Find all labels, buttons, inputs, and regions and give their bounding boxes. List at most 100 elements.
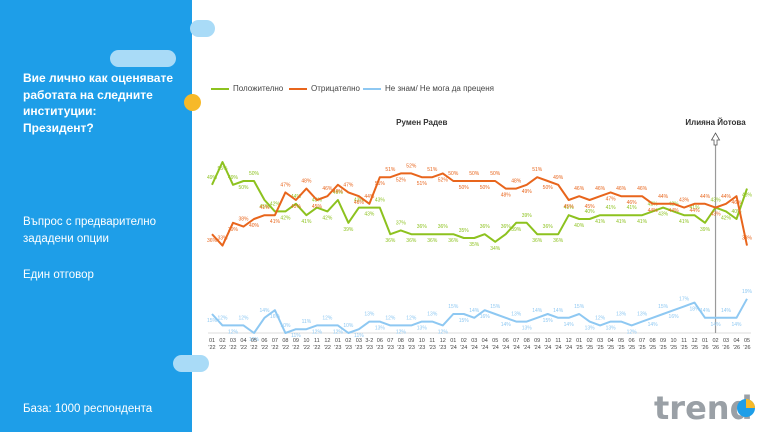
annotation-label: Румен Радев: [396, 118, 447, 127]
x-tick-label: 02: [461, 338, 467, 344]
data-label: 45%: [259, 204, 270, 210]
decor-pill: [110, 50, 176, 67]
data-label: 15%: [207, 318, 218, 324]
data-label: 46%: [354, 200, 365, 206]
x-tick-label: 04: [608, 338, 614, 344]
data-label: 41%: [690, 205, 701, 211]
data-label: 37%: [396, 220, 407, 226]
question-line: работата на следните: [23, 87, 153, 102]
data-label: 47%: [343, 182, 354, 188]
x-tick-year: '22: [282, 345, 289, 351]
x-tick-year: '22: [303, 345, 310, 351]
data-label: 41%: [270, 219, 281, 225]
data-label: 39%: [343, 227, 354, 233]
x-tick-year: '26: [701, 345, 708, 351]
x-tick-label: 07: [513, 338, 519, 344]
data-label: 14%: [711, 322, 722, 328]
data-label: 36%: [532, 238, 543, 244]
x-tick-year: '25: [680, 345, 687, 351]
data-label: 47%: [606, 196, 617, 202]
data-label: 14%: [259, 308, 270, 314]
data-label: 55%: [217, 166, 228, 172]
data-label: 13%: [511, 312, 522, 318]
data-label: 50%: [238, 185, 249, 191]
data-label: 41%: [301, 219, 312, 225]
legend-swatch: [289, 87, 307, 90]
data-label: 12%: [627, 329, 638, 335]
data-label: 36%: [438, 224, 449, 230]
data-label: 12%: [333, 329, 344, 335]
data-label: 10%: [343, 323, 354, 329]
data-label: 36%: [417, 224, 428, 230]
data-label: 49%: [333, 189, 344, 195]
data-label: 48%: [501, 193, 512, 199]
question-line: институции:: [23, 104, 97, 118]
data-label: 36%: [501, 224, 512, 230]
data-label: 14%: [564, 322, 575, 328]
data-label: 44%: [721, 194, 732, 200]
data-label: 15%: [574, 304, 585, 310]
data-label: 46%: [616, 186, 627, 192]
x-tick-year: '26: [722, 345, 729, 351]
data-label: 12%: [406, 315, 417, 321]
x-tick-year: '24: [502, 345, 509, 351]
x-tick-label: 05: [618, 338, 624, 344]
decor-dot: [184, 94, 201, 111]
data-label: 13%: [637, 312, 648, 318]
x-tick-year: '23: [355, 345, 362, 351]
data-label: 35%: [469, 242, 480, 248]
x-tick-year: '25: [691, 345, 698, 351]
data-label: 36%: [385, 238, 396, 244]
data-label: 13%: [375, 326, 386, 332]
data-label: 39%: [228, 227, 239, 233]
data-label: 12%: [228, 329, 239, 335]
answer-type-note: Един отговор: [23, 269, 94, 281]
data-label: 47%: [280, 182, 291, 188]
data-label: 11%: [291, 333, 301, 339]
data-label: 50%: [469, 171, 480, 177]
data-label: 44%: [669, 208, 680, 214]
x-tick-label: 11: [681, 338, 687, 344]
data-label: 12%: [385, 315, 396, 321]
data-label: 52%: [396, 177, 407, 183]
x-tick-year: '23: [439, 345, 446, 351]
data-label: 45%: [312, 204, 323, 210]
data-label: 43%: [354, 198, 365, 204]
x-tick-label: 09: [293, 338, 299, 344]
x-tick-year: '24: [450, 345, 457, 351]
data-label: 51%: [532, 167, 543, 173]
x-tick-label: 06: [377, 338, 383, 344]
data-label: 50%: [543, 185, 554, 191]
question-title: Вие лично как оценявате работата на след…: [23, 70, 183, 136]
data-label: 13%: [606, 326, 617, 332]
data-label: 50%: [459, 185, 470, 191]
x-tick-label: 10: [303, 338, 309, 344]
x-tick-label: 02: [587, 338, 593, 344]
data-label: 51%: [427, 167, 438, 173]
data-label: 48%: [742, 193, 753, 199]
data-label: 41%: [627, 205, 638, 211]
x-tick-label: 12: [691, 338, 697, 344]
x-tick-year: '25: [586, 345, 593, 351]
series-line-negative: [211, 172, 748, 247]
data-label: 11%: [302, 319, 312, 325]
logo-text: trend: [654, 389, 752, 425]
data-label: 51%: [417, 181, 428, 187]
data-label: 40%: [574, 223, 585, 229]
data-label: 46%: [732, 200, 743, 206]
data-label: 40%: [732, 209, 743, 215]
trend-logo: trend: [654, 389, 755, 425]
data-label: 13%: [417, 326, 428, 332]
legend-label: Отрицателно: [311, 84, 360, 93]
data-label: 38%: [238, 217, 249, 223]
data-label: 41%: [606, 205, 617, 211]
data-label: 49%: [207, 175, 218, 181]
data-label: 36%: [448, 238, 459, 244]
x-tick-label: 09: [660, 338, 666, 344]
data-label: 14%: [700, 308, 711, 314]
data-label: 44%: [658, 194, 669, 200]
x-tick-label: 02: [712, 338, 718, 344]
data-label: 44%: [291, 194, 302, 200]
data-label: 44%: [648, 208, 659, 214]
x-tick-year: '24: [565, 345, 572, 351]
